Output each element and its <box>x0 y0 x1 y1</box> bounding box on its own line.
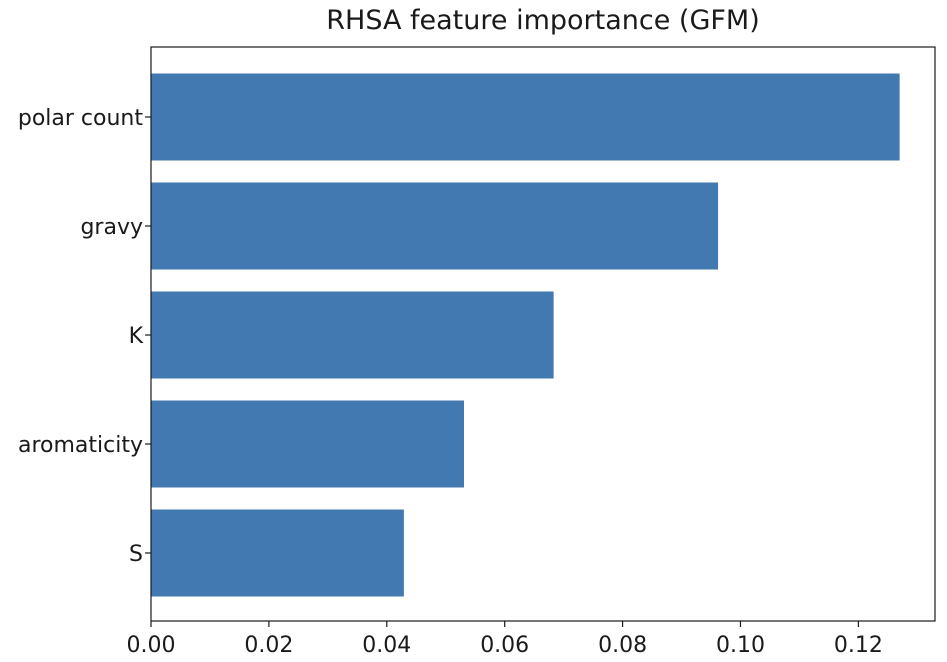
x-tick-label: 0.00 <box>127 633 176 658</box>
bar-s <box>151 509 404 597</box>
bar-aromaticity <box>151 400 465 488</box>
y-tick-label: gravy <box>80 215 143 240</box>
x-tick-label: 0.06 <box>480 633 529 658</box>
y-tick-label: K <box>129 324 144 349</box>
bar-gravy <box>151 182 719 270</box>
chart-title: RHSA feature importance (GFM) <box>326 5 759 36</box>
y-tick-label: polar count <box>18 106 143 131</box>
plot-frame <box>150 46 936 622</box>
x-tick-label: 0.12 <box>834 633 883 658</box>
y-tick-label: aromaticity <box>18 433 143 458</box>
y-tick-label: S <box>129 542 143 567</box>
x-tick-label: 0.08 <box>598 633 647 658</box>
bar-k <box>151 291 554 379</box>
bars-group <box>151 73 900 597</box>
bar-polar-count <box>151 73 900 161</box>
x-tick-label: 0.02 <box>244 633 293 658</box>
x-tick-label: 0.04 <box>362 633 411 658</box>
x-tick-label: 0.10 <box>716 633 765 658</box>
x-axis: 0.00 0.02 0.04 0.06 0.08 0.10 0.12 <box>127 621 883 658</box>
